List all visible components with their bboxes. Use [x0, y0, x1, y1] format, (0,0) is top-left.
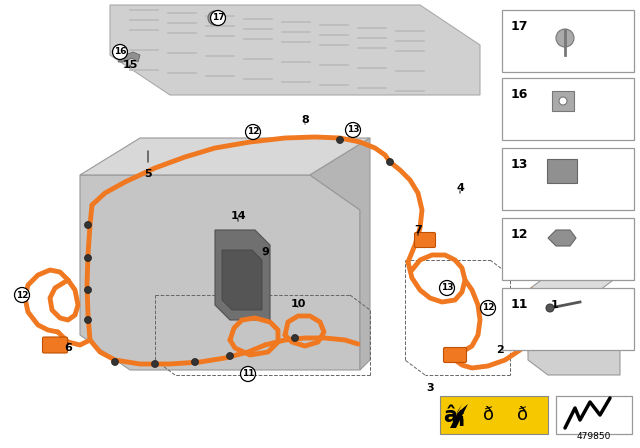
Text: 11: 11	[242, 370, 254, 379]
FancyBboxPatch shape	[524, 310, 545, 326]
Text: 8: 8	[301, 115, 309, 125]
Text: â¡: â¡	[444, 404, 467, 426]
Text: 10: 10	[291, 299, 306, 309]
Text: 17: 17	[511, 20, 529, 33]
Circle shape	[227, 353, 234, 359]
Circle shape	[346, 122, 360, 138]
Polygon shape	[528, 275, 620, 290]
Text: 9: 9	[261, 247, 269, 257]
FancyBboxPatch shape	[444, 348, 467, 362]
Circle shape	[111, 358, 118, 366]
Circle shape	[241, 366, 255, 382]
Text: 12: 12	[247, 128, 259, 137]
FancyBboxPatch shape	[502, 218, 634, 280]
Circle shape	[246, 125, 260, 139]
Text: 14: 14	[230, 211, 246, 221]
FancyBboxPatch shape	[556, 396, 632, 434]
Polygon shape	[528, 290, 620, 375]
Circle shape	[191, 358, 198, 366]
Circle shape	[113, 44, 127, 60]
Polygon shape	[548, 230, 576, 246]
Polygon shape	[110, 5, 480, 95]
FancyBboxPatch shape	[440, 396, 548, 434]
Text: 12: 12	[16, 290, 28, 300]
Text: 6: 6	[64, 343, 72, 353]
Circle shape	[84, 287, 92, 293]
Circle shape	[337, 137, 344, 143]
Text: 479850: 479850	[577, 432, 611, 441]
Text: 5: 5	[144, 169, 152, 179]
Text: 13: 13	[441, 284, 453, 293]
Text: 11: 11	[511, 298, 529, 311]
Text: 13: 13	[347, 125, 359, 134]
FancyBboxPatch shape	[502, 78, 634, 140]
Text: ð: ð	[483, 406, 493, 424]
Circle shape	[481, 301, 495, 315]
Text: ð: ð	[516, 406, 527, 424]
Circle shape	[291, 335, 298, 341]
FancyBboxPatch shape	[547, 159, 577, 183]
Circle shape	[84, 221, 92, 228]
FancyBboxPatch shape	[502, 288, 634, 350]
Text: 15: 15	[122, 60, 138, 70]
Text: 13: 13	[511, 158, 529, 171]
Polygon shape	[80, 138, 370, 175]
Circle shape	[546, 304, 554, 312]
FancyBboxPatch shape	[502, 148, 634, 210]
Circle shape	[440, 280, 454, 296]
Text: 7: 7	[414, 225, 422, 235]
Polygon shape	[215, 230, 270, 320]
FancyBboxPatch shape	[552, 91, 574, 111]
Polygon shape	[450, 404, 468, 428]
Text: 1: 1	[551, 300, 559, 310]
FancyBboxPatch shape	[42, 337, 67, 353]
Text: 2: 2	[496, 345, 504, 355]
Circle shape	[387, 159, 394, 165]
Circle shape	[84, 254, 92, 262]
Text: 16: 16	[511, 88, 529, 101]
Polygon shape	[80, 175, 360, 370]
Polygon shape	[118, 52, 140, 62]
Circle shape	[208, 11, 222, 25]
Text: 12: 12	[482, 303, 494, 313]
Polygon shape	[222, 250, 262, 310]
Text: 3: 3	[426, 383, 434, 393]
Circle shape	[211, 10, 225, 26]
Polygon shape	[310, 138, 370, 370]
Circle shape	[559, 97, 567, 105]
Circle shape	[556, 29, 574, 47]
FancyBboxPatch shape	[415, 233, 435, 247]
Circle shape	[84, 316, 92, 323]
Circle shape	[152, 361, 159, 367]
Text: 4: 4	[456, 183, 464, 193]
Text: 12: 12	[511, 228, 529, 241]
Text: 17: 17	[212, 13, 224, 22]
FancyBboxPatch shape	[502, 10, 634, 72]
Circle shape	[15, 288, 29, 302]
Text: 16: 16	[114, 47, 126, 56]
